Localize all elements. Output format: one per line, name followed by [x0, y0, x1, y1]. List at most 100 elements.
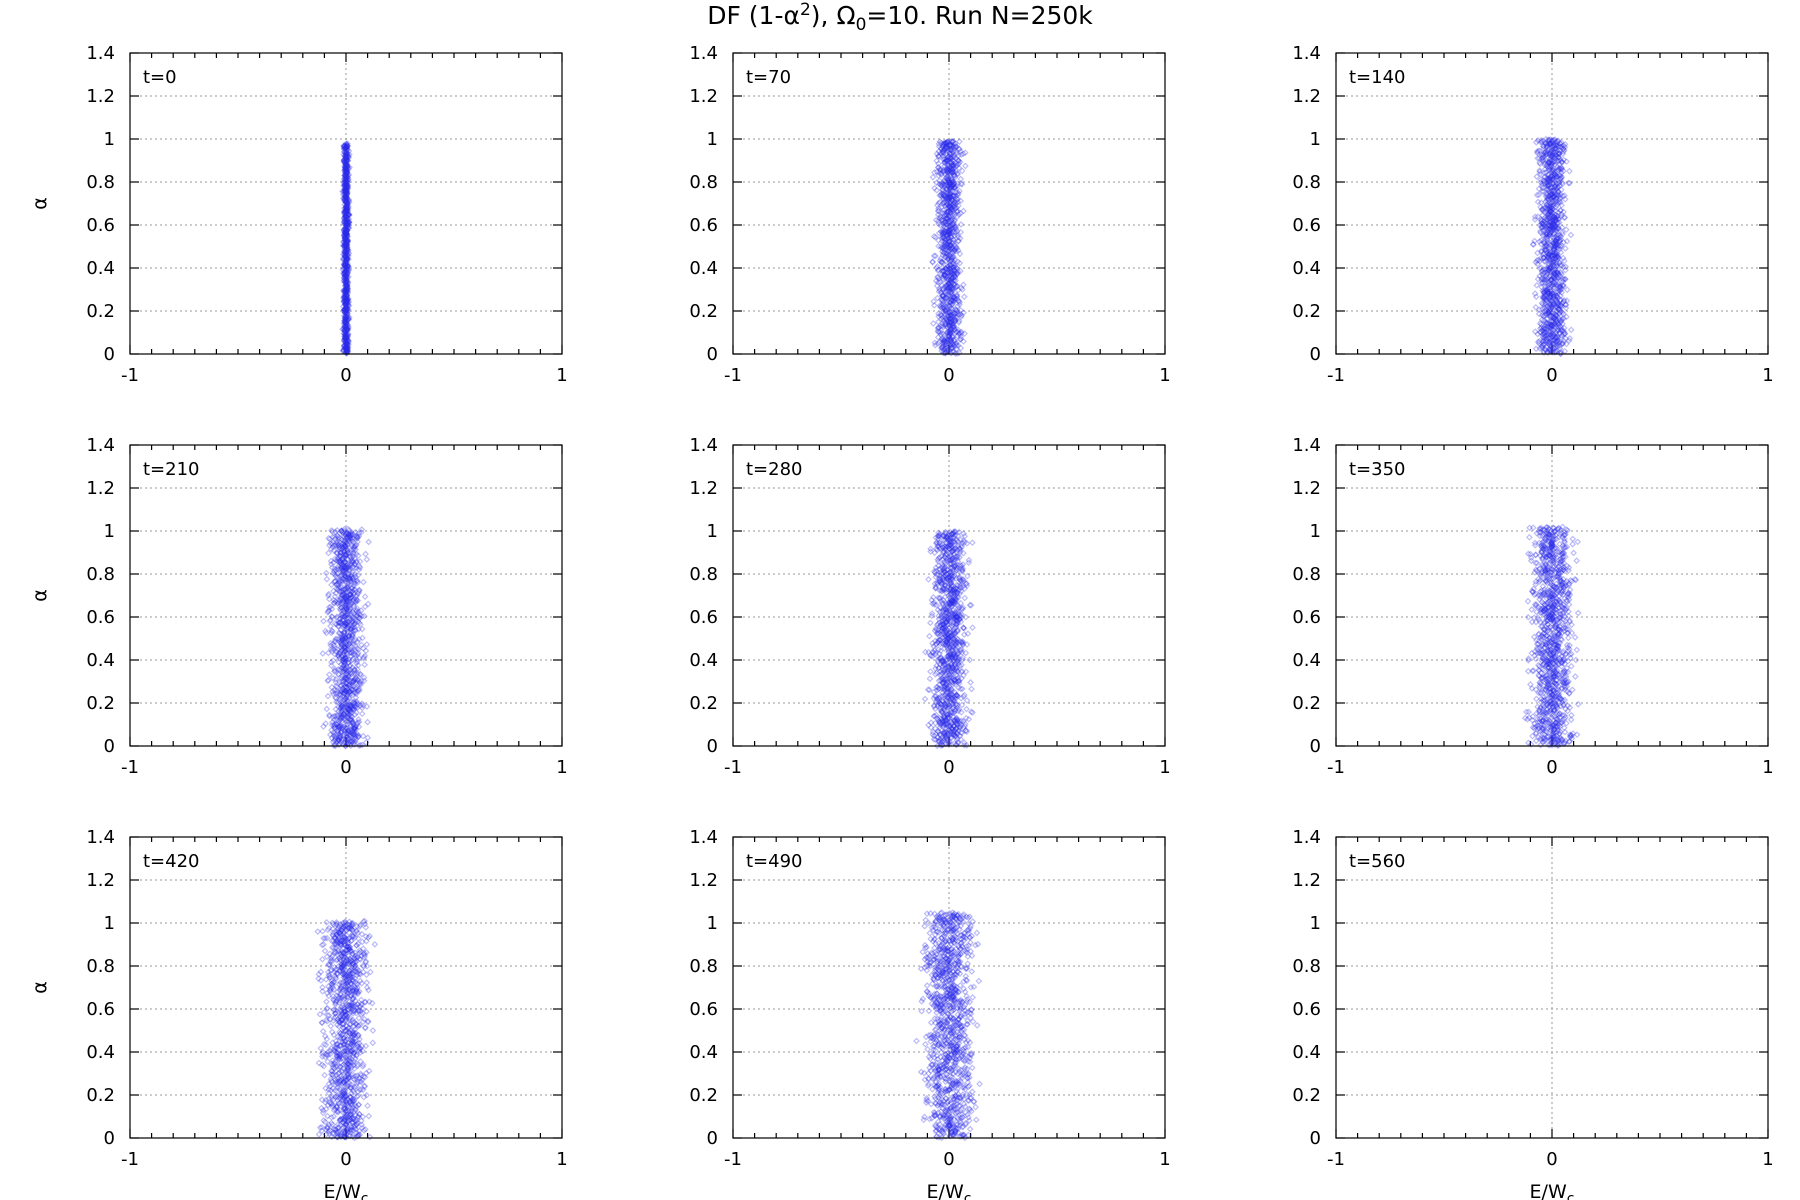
data-point — [341, 173, 349, 181]
data-point — [343, 208, 350, 216]
data-point — [343, 222, 351, 229]
data-point — [342, 279, 349, 286]
y-tick-label: 0 — [104, 736, 115, 757]
panel-time-label: t=70 — [746, 67, 791, 88]
data-point — [341, 228, 348, 236]
data-point — [344, 246, 352, 254]
data-point — [342, 237, 349, 245]
y-tick-label: 1.4 — [86, 43, 115, 64]
data-point — [341, 332, 348, 340]
data-point — [341, 234, 349, 242]
data-point — [342, 290, 350, 297]
data-point — [342, 274, 350, 282]
data-point — [344, 182, 352, 189]
data-point — [343, 222, 350, 230]
data-point — [342, 294, 350, 302]
data-point — [343, 292, 351, 299]
data-point — [344, 262, 352, 270]
data-point — [341, 193, 349, 200]
y-tick-label: 0.4 — [86, 258, 115, 279]
x-tick-label: 1 — [1159, 365, 1170, 386]
data-point — [343, 178, 350, 186]
x-tick-label: -1 — [121, 757, 139, 778]
data-point — [344, 176, 352, 184]
data-point — [343, 219, 351, 226]
data-point — [340, 194, 348, 202]
data-point — [341, 188, 349, 195]
data-point — [342, 263, 350, 271]
data-point — [343, 144, 350, 151]
data-point — [343, 222, 351, 229]
data-point — [341, 218, 349, 226]
data-point — [342, 229, 350, 237]
data-point — [339, 191, 347, 198]
data-point — [341, 337, 348, 344]
data-point — [343, 170, 350, 177]
data-point — [344, 313, 352, 320]
data-point — [345, 211, 352, 219]
data-point — [341, 261, 349, 269]
data-point — [343, 338, 350, 346]
y-tick-label: 0.6 — [86, 215, 115, 236]
data-point — [343, 172, 351, 179]
data-point — [343, 237, 350, 245]
data-point — [342, 177, 350, 185]
data-point — [343, 168, 351, 175]
data-point — [344, 142, 352, 150]
data-point — [342, 246, 350, 254]
data-point — [342, 330, 349, 338]
data-point — [343, 205, 351, 213]
data-point — [344, 247, 352, 255]
data-point — [344, 336, 352, 344]
data-point — [344, 157, 352, 165]
data-point — [342, 341, 350, 348]
data-point — [340, 294, 347, 302]
data-point — [341, 153, 349, 160]
data-point — [344, 280, 352, 287]
y-tick-label: 0.8 — [689, 172, 718, 193]
data-point — [363, 641, 371, 648]
data-point — [341, 212, 349, 220]
data-point — [341, 294, 348, 302]
data-point — [344, 237, 352, 244]
data-point — [343, 140, 350, 148]
data-point — [342, 279, 350, 287]
data-point — [343, 154, 351, 162]
data-point — [342, 215, 350, 223]
data-point — [343, 208, 351, 216]
data-point — [343, 175, 350, 183]
data-point — [343, 297, 351, 305]
data-point — [341, 236, 349, 244]
data-point — [342, 301, 349, 308]
data-point — [343, 344, 350, 352]
data-point — [344, 283, 351, 290]
data-point — [340, 277, 348, 284]
data-point — [342, 290, 349, 298]
data-point — [344, 316, 352, 323]
data-point — [342, 153, 350, 161]
data-point — [343, 240, 350, 248]
data-point — [343, 309, 351, 317]
scatter-points — [319, 525, 372, 750]
data-point — [343, 166, 351, 174]
data-point — [341, 331, 349, 339]
data-point — [343, 191, 350, 198]
data-point — [342, 158, 350, 165]
data-point — [340, 336, 348, 344]
data-point — [341, 180, 349, 188]
data-point — [342, 322, 350, 330]
data-point — [340, 327, 348, 334]
data-point — [342, 289, 350, 297]
data-point — [963, 705, 970, 713]
data-point — [342, 164, 349, 171]
data-point — [343, 281, 351, 289]
data-point — [341, 251, 349, 259]
data-point — [342, 330, 350, 338]
data-point — [344, 268, 352, 276]
data-point — [344, 336, 352, 344]
data-point — [343, 340, 351, 348]
y-tick-label: 0.2 — [86, 301, 115, 322]
data-point — [344, 347, 351, 355]
data-point — [345, 215, 353, 223]
data-point — [343, 256, 351, 263]
